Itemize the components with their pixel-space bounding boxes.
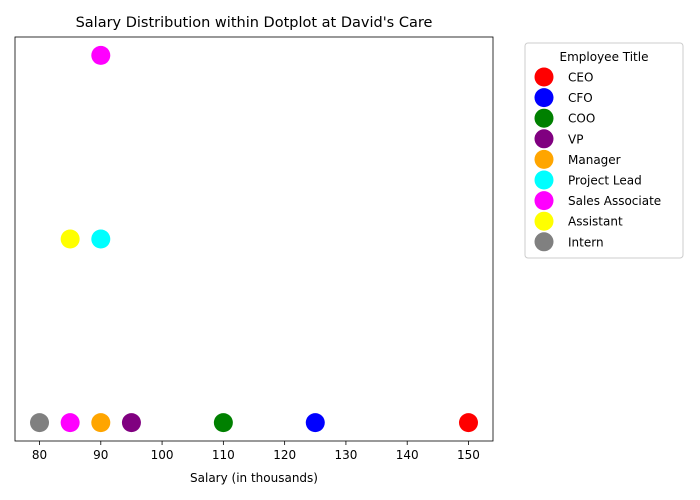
legend-title: Employee Title	[560, 50, 649, 64]
legend-marker-vp	[534, 129, 554, 149]
data-point-assistant	[60, 229, 80, 249]
plot-area: 80 90 100 110 120 130 140 150	[14, 36, 494, 462]
data-point-intern	[30, 413, 50, 433]
chart-title: Salary Distribution within Dotplot at Da…	[76, 15, 433, 31]
data-point-vp	[121, 413, 141, 433]
legend-marker-intern	[534, 232, 554, 252]
legend-label-intern: Intern	[568, 235, 604, 249]
data-point-ceo	[458, 413, 478, 433]
x-tick-label: 120	[273, 448, 296, 462]
legend-label-vp: VP	[568, 132, 583, 146]
x-tick-label: 150	[457, 448, 480, 462]
legend-marker-project-lead	[534, 170, 554, 190]
x-tick-label: 140	[396, 448, 419, 462]
x-tick-label: 80	[32, 448, 47, 462]
data-point-cfo	[305, 413, 325, 433]
x-tick-label: 110	[212, 448, 235, 462]
legend-label-sales-associate: Sales Associate	[568, 194, 661, 208]
legend-marker-manager	[534, 149, 554, 169]
legend: Employee Title CEO CFO COO VP Manager Project …	[524, 42, 684, 259]
legend-marker-ceo	[534, 67, 554, 87]
data-point-sales-associate	[60, 413, 80, 433]
legend-box	[524, 42, 684, 259]
legend-label-assistant: Assistant	[568, 215, 623, 229]
x-tick-label: 90	[93, 448, 108, 462]
legend-label-project-lead: Project Lead	[568, 174, 642, 188]
legend-marker-assistant	[534, 211, 554, 231]
data-point-coo	[213, 413, 233, 433]
legend-marker-coo	[534, 108, 554, 128]
x-tick-label: 100	[151, 448, 174, 462]
x-tick-label: 130	[334, 448, 357, 462]
legend-label-coo: COO	[568, 112, 595, 126]
legend-label-manager: Manager	[568, 153, 621, 167]
data-point-manager	[91, 413, 111, 433]
legend-marker-sales-associate	[534, 191, 554, 211]
legend-label-cfo: CFO	[568, 91, 593, 105]
legend-label-ceo: CEO	[568, 71, 593, 85]
x-axis-label: Salary (in thousands)	[190, 471, 318, 485]
legend-marker-cfo	[534, 88, 554, 108]
plot-frame	[14, 36, 494, 442]
data-point-project-lead	[91, 229, 111, 249]
data-point-sales-associate	[91, 45, 111, 65]
